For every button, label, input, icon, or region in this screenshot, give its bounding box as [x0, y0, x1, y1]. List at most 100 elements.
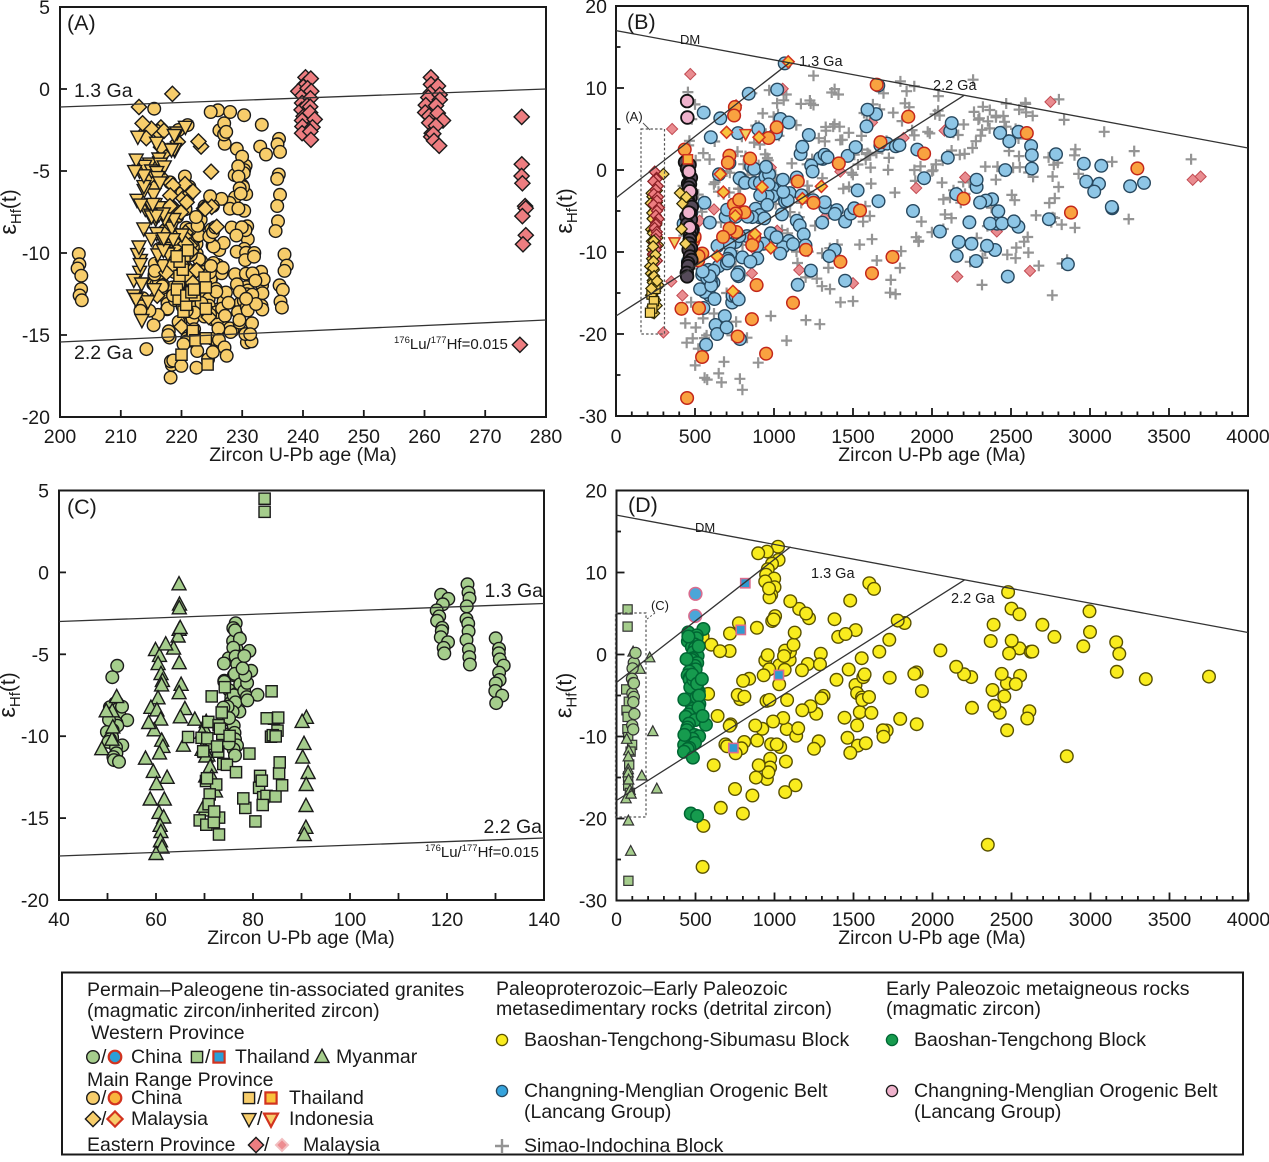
svg-text:/: /	[257, 1108, 263, 1130]
svg-text:metasedimentary rocks (detrita: metasedimentary rocks (detrital zircon)	[496, 998, 832, 1020]
svg-text:210: 210	[104, 426, 137, 448]
svg-text:/: /	[101, 1046, 107, 1068]
svg-text:-10: -10	[579, 727, 607, 749]
svg-text:20: 20	[585, 481, 607, 503]
svg-text:-10: -10	[579, 242, 607, 264]
svg-text:/: /	[257, 1087, 263, 1109]
svg-text:China: China	[131, 1087, 182, 1109]
svg-text:0: 0	[596, 160, 607, 182]
svg-text:2.2 Ga: 2.2 Ga	[951, 591, 995, 607]
svg-text:(C): (C)	[67, 495, 97, 519]
svg-text:176Lu/177Hf=0.015: 176Lu/177Hf=0.015	[394, 335, 508, 353]
svg-text:1.3 Ga: 1.3 Ga	[811, 566, 855, 582]
svg-text:Malaysia: Malaysia	[303, 1134, 380, 1156]
svg-text:Indonesia: Indonesia	[289, 1108, 374, 1130]
svg-text:(D): (D)	[628, 493, 658, 517]
svg-text:-10: -10	[21, 726, 49, 748]
svg-text:-5: -5	[33, 161, 50, 183]
svg-text:80: 80	[242, 909, 264, 931]
svg-text:0: 0	[596, 645, 607, 667]
svg-text:Changning-Menglian Orogenic Be: Changning-Menglian Orogenic Belt	[914, 1080, 1218, 1102]
svg-text:1.3 Ga: 1.3 Ga	[799, 54, 843, 70]
svg-text:-15: -15	[22, 325, 50, 347]
svg-text:(A): (A)	[625, 109, 642, 124]
svg-text:εHf(t): εHf(t)	[0, 672, 24, 718]
svg-text:εHf(t): εHf(t)	[551, 673, 581, 719]
svg-text:120: 120	[431, 909, 464, 931]
svg-text:(C): (C)	[651, 598, 669, 613]
svg-text:Early Paleozoic metaigneous ro: Early Paleozoic metaigneous rocks	[886, 978, 1190, 1000]
svg-text:4000: 4000	[1226, 426, 1269, 448]
svg-text:2500: 2500	[990, 909, 1034, 931]
svg-text:5: 5	[38, 481, 49, 503]
svg-text:Zircon U-Pb age (Ma): Zircon U-Pb age (Ma)	[209, 444, 396, 466]
svg-text:10: 10	[585, 78, 607, 100]
svg-text:(magmatic zircon/inherited zir: (magmatic zircon/inherited zircon)	[87, 1000, 380, 1022]
svg-text:(magmatic zircon): (magmatic zircon)	[886, 998, 1041, 1020]
svg-text:60: 60	[145, 909, 167, 931]
svg-text:2.2 Ga: 2.2 Ga	[74, 342, 133, 364]
svg-text:Permain–Paleogene tin-associat: Permain–Paleogene tin-associated granite…	[87, 979, 464, 1001]
svg-text:Western Province: Western Province	[91, 1022, 245, 1044]
svg-text:140: 140	[528, 909, 561, 931]
svg-text:(B): (B)	[627, 10, 656, 34]
svg-text:220: 220	[165, 426, 198, 448]
svg-text:China: China	[131, 1046, 182, 1068]
svg-text:(A): (A)	[67, 11, 96, 35]
svg-text:/: /	[101, 1108, 107, 1130]
svg-text:-10: -10	[22, 243, 50, 265]
svg-text:Baoshan-Tengchong-Sibumasu Blo: Baoshan-Tengchong-Sibumasu Block	[524, 1029, 849, 1051]
svg-text:-30: -30	[579, 891, 607, 913]
svg-text:Malaysia: Malaysia	[131, 1108, 208, 1130]
svg-text:500: 500	[679, 909, 712, 931]
svg-text:-30: -30	[579, 406, 607, 428]
svg-text:-20: -20	[579, 324, 607, 346]
svg-text:Changning-Menglian Orogenic Be: Changning-Menglian Orogenic Belt	[524, 1080, 828, 1102]
svg-text:240: 240	[287, 426, 320, 448]
svg-text:2000: 2000	[911, 909, 955, 931]
svg-text:3500: 3500	[1148, 909, 1192, 931]
svg-text:-20: -20	[579, 809, 607, 831]
svg-text:0: 0	[611, 426, 622, 448]
svg-text:-15: -15	[21, 808, 49, 830]
svg-text:280: 280	[530, 426, 563, 448]
svg-text:(Lancang Group): (Lancang Group)	[914, 1101, 1061, 1123]
svg-text:0: 0	[611, 909, 622, 931]
svg-text:3500: 3500	[1147, 426, 1191, 448]
svg-text:Baoshan-Tengchong Block: Baoshan-Tengchong Block	[914, 1029, 1146, 1051]
svg-text:Main Range Province: Main Range Province	[87, 1069, 273, 1091]
svg-text:(Lancang Group): (Lancang Group)	[524, 1101, 671, 1123]
svg-text:DM: DM	[695, 520, 715, 535]
svg-text:/: /	[205, 1046, 211, 1068]
svg-text:1500: 1500	[832, 909, 876, 931]
svg-text:1000: 1000	[753, 909, 797, 931]
svg-text:-20: -20	[21, 890, 49, 912]
svg-text:/: /	[264, 1134, 270, 1156]
svg-text:-5: -5	[32, 644, 49, 666]
svg-text:200: 200	[44, 426, 77, 448]
svg-text:Myanmar: Myanmar	[336, 1046, 418, 1068]
svg-text:Thailand: Thailand	[289, 1087, 364, 1109]
svg-text:Eastern Province: Eastern Province	[87, 1134, 236, 1156]
svg-text:0: 0	[39, 79, 50, 101]
svg-text:10: 10	[585, 563, 607, 585]
svg-text:500: 500	[679, 426, 712, 448]
svg-text:230: 230	[226, 426, 259, 448]
svg-text:2.2 Ga: 2.2 Ga	[933, 78, 977, 94]
svg-text:Zircon U-Pb age (Ma): Zircon U-Pb age (Ma)	[838, 927, 1025, 949]
svg-text:2000: 2000	[910, 426, 954, 448]
svg-text:0: 0	[38, 562, 49, 584]
svg-text:Paleoproterozoic–Early Paleozo: Paleoproterozoic–Early Paleozoic	[496, 978, 788, 1000]
svg-text:1.3 Ga: 1.3 Ga	[484, 580, 543, 602]
svg-text:Thailand: Thailand	[235, 1046, 310, 1068]
svg-text:40: 40	[48, 909, 70, 931]
svg-text:1.3 Ga: 1.3 Ga	[74, 80, 133, 102]
svg-text:/: /	[101, 1087, 107, 1109]
svg-text:Zircon U-Pb age (Ma): Zircon U-Pb age (Ma)	[207, 927, 394, 949]
svg-text:1500: 1500	[831, 426, 875, 448]
svg-text:εHf(t): εHf(t)	[551, 188, 581, 234]
svg-text:1000: 1000	[752, 426, 796, 448]
svg-text:250: 250	[347, 426, 380, 448]
svg-text:3000: 3000	[1068, 426, 1112, 448]
svg-text:176Lu/177Hf=0.015: 176Lu/177Hf=0.015	[425, 843, 539, 861]
